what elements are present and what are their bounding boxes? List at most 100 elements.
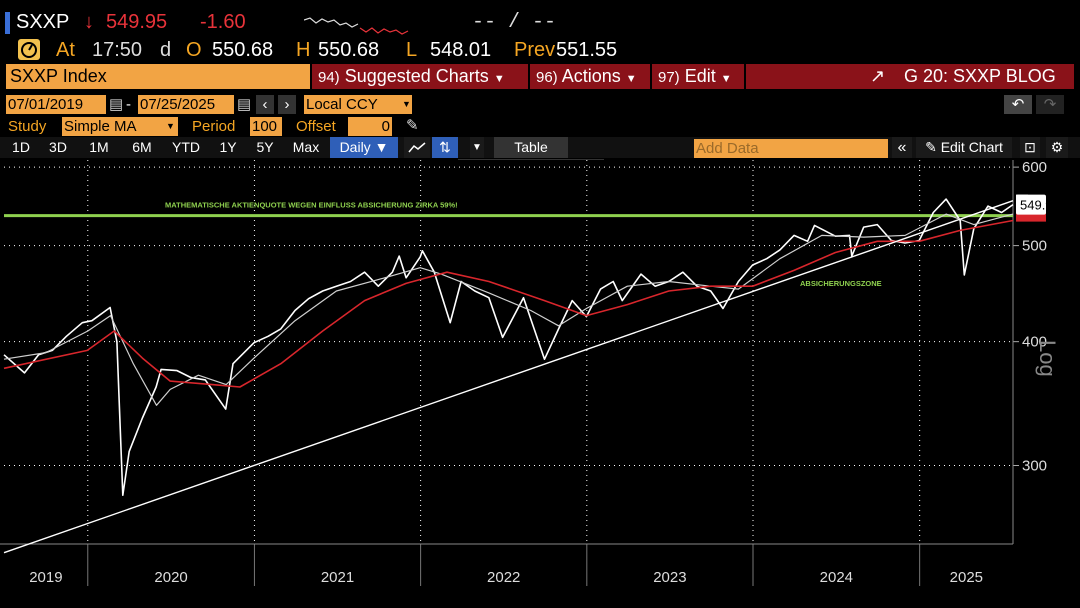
low-label: L <box>406 39 418 61</box>
x-tick-label: 2022 <box>487 569 520 586</box>
caret-down-icon: ▼ <box>720 73 732 85</box>
y-tick-label: 500 <box>1022 238 1047 255</box>
open-value: 550.68 <box>212 39 274 61</box>
bid-ask-range: -- / -- <box>472 11 557 34</box>
collapse-icon[interactable]: « <box>892 137 912 158</box>
range-button-5y[interactable]: 5Y <box>256 139 274 155</box>
ma-value-tag <box>1016 211 1046 222</box>
x-tick-label: 2019 <box>29 569 62 586</box>
table-button[interactable]: Table <box>494 137 568 158</box>
actions-label: Actions <box>561 66 621 86</box>
pencil-icon[interactable]: ✎ <box>406 117 419 134</box>
range-button-6m[interactable]: 6M <box>132 139 152 155</box>
edit-menu[interactable]: 97) Edit ▼ <box>652 64 744 89</box>
range-button-1y[interactable]: 1Y <box>219 139 237 155</box>
caret-down-icon: ▼ <box>625 73 637 85</box>
range-button-1m[interactable]: 1M <box>89 139 109 155</box>
edit-chart-label: Edit Chart <box>940 139 1003 155</box>
last-price: 549.95 <box>106 11 168 33</box>
series-support-trendline <box>3 200 1014 554</box>
external-link-icon[interactable]: ↗ <box>870 66 886 86</box>
hedge-level-annotation: MATHEMATISCHE AKTIENQUOTE WEGEN EINFLUSS… <box>165 201 458 210</box>
frequency-select[interactable]: Daily ▼ <box>330 137 398 158</box>
security-text: SXXP Index <box>10 66 107 86</box>
pencil-icon: ✎ <box>925 139 937 155</box>
edit-number: 97) <box>658 69 680 86</box>
y-tick-label: 400 <box>1022 334 1047 351</box>
caret-down-icon[interactable]: ▼ <box>470 137 484 158</box>
study-label: Study <box>8 118 47 135</box>
high-value: 550.68 <box>318 39 380 61</box>
suggested-charts-label: Suggested Charts <box>344 66 489 86</box>
currency-select[interactable]: Local CCY <box>304 95 400 114</box>
x-tick-label: 2020 <box>154 569 187 586</box>
range-button-ytd[interactable]: YTD <box>172 139 200 155</box>
edit-label: Edit <box>684 66 716 86</box>
log-axis-label: Log <box>1035 340 1060 377</box>
quote-time: 17:50 <box>92 39 143 61</box>
offset-label: Offset <box>296 118 336 135</box>
range-button-1d[interactable]: 1D <box>12 139 30 155</box>
study-select[interactable]: Simple MA <box>62 117 164 136</box>
security-field[interactable]: SXXP Index <box>6 64 310 89</box>
down-arrow-icon: ↓ <box>84 11 94 33</box>
high-label: H <box>296 39 311 61</box>
gear-icon[interactable]: ⚙ <box>1046 137 1068 158</box>
series-ma-100 <box>3 219 1014 388</box>
sparkline-icon <box>304 17 409 35</box>
x-tick-label: 2025 <box>950 569 983 586</box>
chart-background <box>0 160 1080 600</box>
actions-number: 96) <box>536 69 558 86</box>
calendar-icon[interactable]: ▤ <box>109 96 124 113</box>
next-period-button[interactable]: › <box>278 95 296 114</box>
y-tick-label: 600 <box>1022 160 1047 176</box>
actions-menu[interactable]: 96) Actions ▼ <box>530 64 650 89</box>
undo-icon[interactable]: ↶ <box>1004 95 1032 114</box>
last-price-tag <box>1016 194 1046 215</box>
annotate-icon[interactable]: ⊡ <box>1020 137 1040 158</box>
quote-header: SXXP ↓ 549.95 -1.60 -- / -- <box>0 8 1080 38</box>
range-button-3d[interactable]: 3D <box>49 139 67 155</box>
x-tick-label: 2023 <box>653 569 686 586</box>
menu-bar: SXXP Index 94) Suggested Charts ▼ 96) Ac… <box>0 64 1074 89</box>
edit-chart-button[interactable]: ✎ Edit Chart <box>916 137 1012 158</box>
delay-flag: d <box>160 39 172 61</box>
add-data-input[interactable]: Add Data <box>694 139 888 158</box>
start-date-input[interactable]: 07/01/2019 <box>6 95 106 114</box>
prev-value: 551.55 <box>556 39 618 61</box>
date-separator: - <box>126 96 131 113</box>
low-value: 548.01 <box>430 39 492 61</box>
quote-detail-row: At 17:50 d O 550.68 H 550.68 L 548.01 Pr… <box>0 38 1080 64</box>
redo-icon[interactable]: ↷ <box>1036 95 1064 114</box>
suggested-charts-menu[interactable]: 94) Suggested Charts ▼ <box>312 64 528 89</box>
line-chart-icon[interactable] <box>404 137 430 158</box>
prev-label: Prev <box>514 39 556 61</box>
prev-period-button[interactable]: ‹ <box>256 95 274 114</box>
range-button-max[interactable]: Max <box>292 139 320 155</box>
caret-down-icon[interactable]: ▼ <box>400 95 412 114</box>
x-tick-label: 2021 <box>321 569 354 586</box>
suggested-charts-number: 94) <box>318 69 340 86</box>
at-label: At <box>56 39 75 61</box>
x-tick-label: 2024 <box>820 569 853 586</box>
open-label: O <box>186 39 202 61</box>
security-color-marker <box>5 12 10 34</box>
bar-chart-icon[interactable]: ⇅ <box>432 137 458 158</box>
chart-title-bar: ↗ G 20: SXXP BLOG <box>746 64 1074 89</box>
hedge-zone-annotation: ABSICHERUNGSZONE <box>800 279 882 288</box>
series-fast-ma <box>3 213 1014 406</box>
offset-input[interactable]: 0 <box>348 117 392 136</box>
y-tick-label: 300 <box>1022 458 1047 475</box>
period-label: Period <box>192 118 236 135</box>
market-status-icon[interactable] <box>18 39 40 60</box>
period-input[interactable]: 100 <box>250 117 282 136</box>
chart-title: G 20: SXXP BLOG <box>904 66 1056 86</box>
last-price-label: 549.95 <box>1020 198 1060 213</box>
price-chart[interactable]: 2019 2020 2021 2022 2023 2024 2025 300 400 500 600… <box>0 160 1080 600</box>
caret-down-icon[interactable]: ▼ <box>164 117 178 136</box>
calendar-icon[interactable]: ▤ <box>237 96 252 113</box>
net-change: -1.60 <box>200 11 246 33</box>
caret-down-icon: ▼ <box>493 73 505 85</box>
end-date-input[interactable]: 07/25/2025 <box>138 95 234 114</box>
ticker[interactable]: SXXP <box>16 11 70 33</box>
